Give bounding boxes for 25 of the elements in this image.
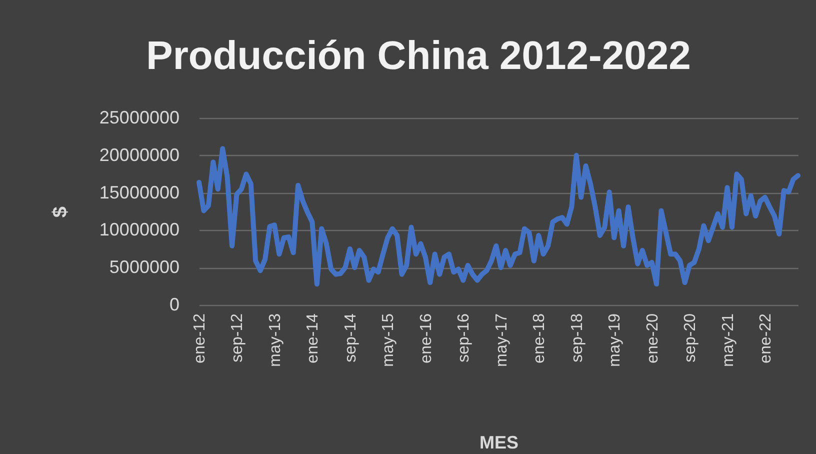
y-axis-title: $ [50, 206, 72, 218]
y-tick-label: 10000000 [99, 220, 180, 240]
x-tick-label: sep-14 [342, 313, 360, 362]
chart-title: Producción China 2012-2022 [146, 34, 691, 78]
x-tick-label: ene-22 [757, 313, 774, 364]
x-tick-label: ene-20 [644, 313, 662, 364]
x-tick-label: sep-20 [682, 313, 700, 362]
x-tick-label: ene-16 [418, 313, 435, 364]
y-tick-label: 0 [169, 294, 180, 314]
x-tick-label: may-21 [720, 313, 737, 367]
x-tick-label: ene-12 [192, 313, 208, 364]
x-axis-title: MES [479, 432, 519, 452]
x-tick-label: may-15 [380, 313, 398, 367]
y-tick-label: 15000000 [99, 182, 180, 202]
y-tick-label: 5000000 [109, 257, 180, 278]
x-tick-label: may-13 [266, 313, 284, 367]
x-tick-label: may-17 [493, 313, 510, 367]
x-tick-label: sep-16 [456, 313, 473, 362]
x-tick-label: sep-18 [568, 313, 586, 362]
y-tick-label: 20000000 [99, 144, 180, 165]
x-tick-label: ene-18 [531, 313, 548, 364]
x-tick-label: sep-12 [229, 313, 246, 362]
x-tick-label: may-19 [606, 313, 624, 367]
y-tick-label: 25000000 [99, 108, 180, 128]
x-tick-label: ene-14 [304, 313, 322, 364]
